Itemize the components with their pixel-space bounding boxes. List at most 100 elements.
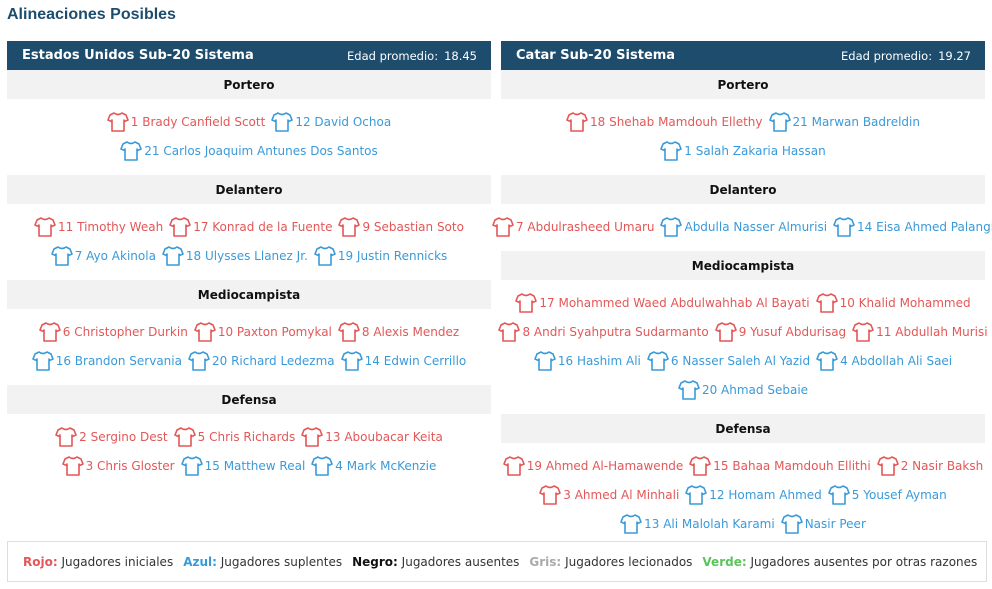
player-link[interactable]: Nasir Peer (780, 513, 866, 534)
player-name: 2 Sergino Dest (79, 429, 168, 444)
jersey-icon (685, 484, 708, 505)
jersey-icon (180, 455, 203, 476)
player-link[interactable]: 8 Alexis Mendez (338, 321, 459, 342)
legend-item: Verde: Jugadores ausentes por otras razo… (702, 555, 977, 569)
player-link[interactable]: 16 Brandon Servania (31, 350, 182, 371)
average-age-label: Edad promedio: (841, 48, 933, 63)
player-list: 18 Shehab Mamdouh Ellethy 21 Marwan Badre… (501, 99, 985, 175)
player-link[interactable]: 7 Abdulrasheed Umaru (492, 216, 654, 237)
legend-desc: Jugadores suplentes (220, 554, 343, 569)
player-row: 13 Ali Malolah Karami Nasir Peer (501, 509, 985, 538)
jersey-icon (314, 245, 336, 266)
player-name: 3 Chris Gloster (85, 458, 175, 473)
player-link[interactable]: 17 Konrad de la Fuente (169, 216, 332, 237)
jersey-icon (31, 350, 54, 371)
player-name: 15 Matthew Real (204, 458, 306, 473)
jersey-icon (194, 321, 216, 342)
player-link[interactable]: 13 Ali Malolah Karami (620, 513, 775, 534)
jersey-icon (534, 350, 556, 371)
jersey-icon (34, 216, 56, 237)
player-name: 11 Timothy Weah (58, 219, 164, 234)
player-link[interactable]: 2 Nasir Baksh (876, 455, 984, 476)
player-link[interactable]: 14 Edwin Cerrillo (340, 350, 467, 371)
jersey-icon (492, 216, 514, 237)
player-link[interactable]: 19 Justin Rennicks (314, 245, 447, 266)
player-list: 19 Ahmed Al-Hamawende 15 Bahaa Mamdouh El… (501, 443, 985, 548)
player-name: 1 Brady Canfield Scott (130, 114, 266, 129)
player-link[interactable]: 9 Sebastian Soto (338, 216, 464, 237)
player-link[interactable]: 19 Ahmed Al-Hamawende (502, 455, 683, 476)
player-row: 3 Ahmed Al Minhali 12 Homam Ahmed 5 Yousef… (501, 480, 985, 509)
jersey-icon (338, 321, 360, 342)
player-link[interactable]: 18 Ulysses Llanez Jr. (162, 245, 308, 266)
player-link[interactable]: 15 Matthew Real (180, 455, 306, 476)
player-link[interactable]: 21 Carlos Joaquim Antunes Dos Santos (120, 140, 378, 161)
player-link[interactable]: 6 Nasser Saleh Al Yazid (647, 350, 810, 371)
player-link[interactable]: Abdulla Nasser Almurisi (660, 216, 827, 237)
player-link[interactable]: 9 Yusuf Abdurisag (714, 321, 846, 342)
player-row: 17 Mohammed Waed Abdulwahhab Al Bayati 10… (501, 288, 985, 317)
player-link[interactable]: 13 Aboubacar Keita (301, 426, 443, 447)
player-link[interactable]: 8 Andri Syahputra Sudarmanto (498, 321, 709, 342)
player-link[interactable]: 4 Abdollah Ali Saei (816, 350, 953, 371)
player-link[interactable]: 12 Homam Ahmed (685, 484, 822, 505)
jersey-icon (271, 111, 294, 132)
player-link[interactable]: 2 Sergino Dest (55, 426, 168, 447)
jersey-icon (162, 245, 184, 266)
player-row: 16 Brandon Servania 20 Richard Ledezma 14 … (7, 346, 491, 375)
player-link[interactable]: 18 Shehab Mamdouh Ellethy (566, 111, 763, 132)
player-name: 1 Salah Zakaria Hassan (684, 143, 826, 158)
player-row: 21 Carlos Joaquim Antunes Dos Santos (7, 136, 491, 165)
position-header: Portero (501, 70, 985, 99)
player-link[interactable]: 21 Marwan Badreldin (768, 111, 920, 132)
player-link[interactable]: 5 Chris Richards (173, 426, 295, 447)
player-link[interactable]: 16 Hashim Ali (534, 350, 641, 371)
position-header: Delantero (501, 175, 985, 204)
jersey-icon (515, 292, 538, 313)
jersey-icon (833, 216, 855, 237)
player-link[interactable]: 3 Ahmed Al Minhali (539, 484, 679, 505)
jersey-icon (169, 216, 191, 237)
average-age-label: Edad promedio: (347, 48, 439, 63)
player-link[interactable]: 11 Abdullah Murisi (852, 321, 988, 342)
player-link[interactable]: 5 Yousef Ayman (827, 484, 947, 505)
jersey-icon (38, 321, 61, 342)
player-link[interactable]: 14 Eisa Ahmed Palangi (833, 216, 992, 237)
player-link[interactable]: 7 Ayo Akinola (50, 245, 156, 266)
legend-item: Rojo: Jugadores iniciales (23, 555, 173, 569)
player-row: 1 Salah Zakaria Hassan (501, 136, 985, 165)
player-link[interactable]: 10 Khalid Mohammed (815, 292, 971, 313)
player-row: 19 Ahmed Al-Hamawende 15 Bahaa Mamdouh El… (501, 451, 985, 480)
player-name: 4 Mark McKenzie (335, 458, 437, 473)
player-link[interactable]: 17 Mohammed Waed Abdulwahhab Al Bayati (515, 292, 810, 313)
player-name: 13 Ali Malolah Karami (644, 516, 775, 531)
player-name: 4 Abdollah Ali Saei (840, 353, 953, 368)
player-row: 6 Christopher Durkin 10 Paxton Pomykal 8 A… (7, 317, 491, 346)
player-list: 17 Mohammed Waed Abdulwahhab Al Bayati 10… (498, 280, 988, 414)
player-link[interactable]: 20 Ahmad Sebaie (678, 379, 808, 400)
player-link[interactable]: 11 Timothy Weah (34, 216, 164, 237)
player-link[interactable]: 6 Christopher Durkin (38, 321, 188, 342)
player-link[interactable]: 10 Paxton Pomykal (194, 321, 332, 342)
player-name: 14 Edwin Cerrillo (364, 353, 467, 368)
player-link[interactable]: 15 Bahaa Mamdouh Ellithi (689, 455, 871, 476)
jersey-icon (827, 484, 850, 505)
jersey-icon (816, 350, 838, 371)
legend-desc: Jugadores ausentes por otras razones (750, 554, 978, 569)
player-link[interactable]: 1 Brady Canfield Scott (106, 111, 266, 132)
jersey-icon (498, 321, 521, 342)
player-link[interactable]: 12 David Ochoa (271, 111, 391, 132)
jersey-icon (502, 455, 525, 476)
legend-desc: Jugadores ausentes (401, 554, 520, 569)
player-link[interactable]: 3 Chris Gloster (61, 455, 175, 476)
player-list: 6 Christopher Durkin 10 Paxton Pomykal 8 A… (7, 309, 491, 385)
player-name: 10 Paxton Pomykal (217, 324, 332, 339)
player-name: 2 Nasir Baksh (900, 458, 984, 473)
player-link[interactable]: 20 Richard Ledezma (188, 350, 335, 371)
jersey-icon (188, 350, 210, 371)
average-age: Edad promedio: 18.45 (347, 49, 477, 63)
player-link[interactable]: 1 Salah Zakaria Hassan (660, 140, 826, 161)
legend-key: Rojo: (23, 554, 58, 569)
player-link[interactable]: 4 Mark McKenzie (311, 455, 437, 476)
player-name: 20 Richard Ledezma (211, 353, 335, 368)
